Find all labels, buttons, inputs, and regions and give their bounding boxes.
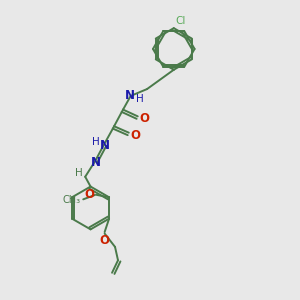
Text: Cl: Cl <box>175 16 186 26</box>
Text: N: N <box>125 89 135 102</box>
Text: O: O <box>84 188 94 201</box>
Text: O: O <box>100 234 110 248</box>
Text: H: H <box>136 94 143 104</box>
Text: O: O <box>130 129 140 142</box>
Text: H: H <box>75 168 83 178</box>
Text: CH₃: CH₃ <box>62 195 80 205</box>
Text: N: N <box>91 156 101 169</box>
Text: O: O <box>139 112 149 125</box>
Text: N: N <box>100 139 110 152</box>
Text: H: H <box>92 137 100 147</box>
